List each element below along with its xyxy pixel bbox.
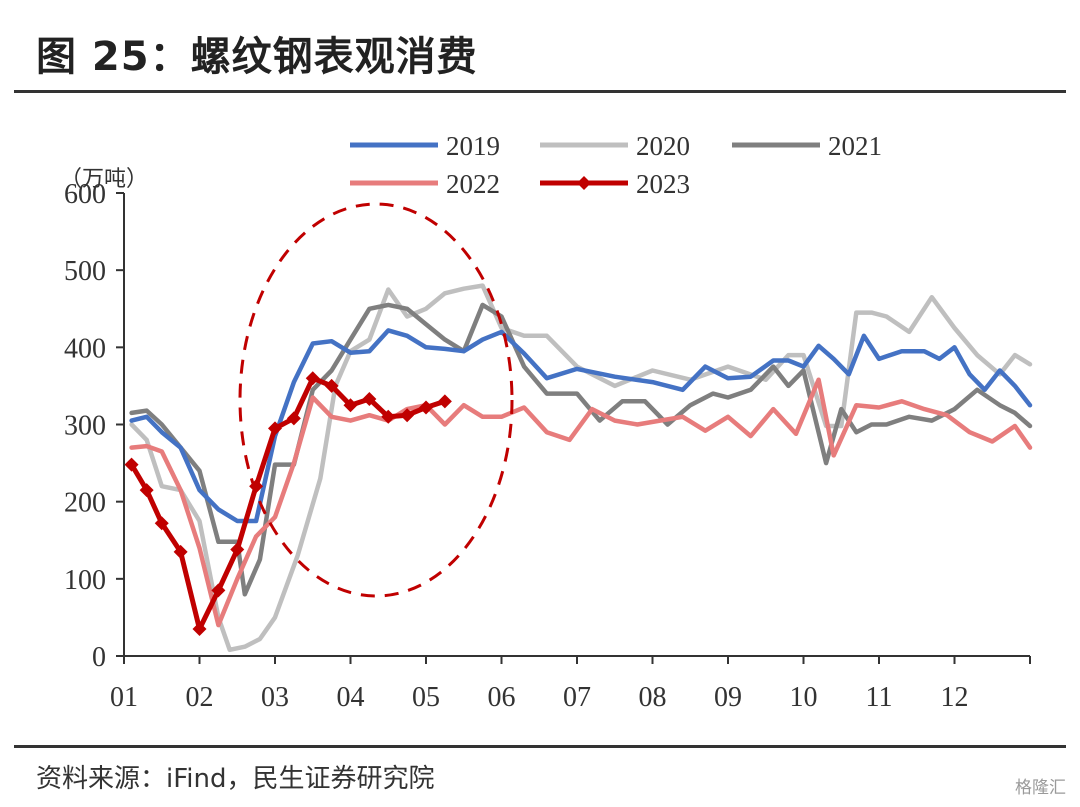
- y-axis-label: （万吨）: [60, 167, 148, 192]
- series-marker-2023: [211, 583, 226, 598]
- series-marker-2023: [400, 408, 415, 423]
- series-line-2022: [129, 377, 1033, 628]
- series-marker-2023: [154, 516, 169, 531]
- series-marker-2023: [268, 421, 282, 436]
- series-marker-2023: [419, 400, 433, 415]
- y-tick-label: 0: [92, 642, 106, 673]
- x-tick-label: 11: [866, 682, 893, 713]
- series-marker-2023: [124, 457, 139, 472]
- legend-label-2023: 2023: [636, 169, 690, 199]
- series-marker-2023: [343, 398, 358, 413]
- series-layer: [124, 283, 1033, 653]
- y-tick-label: 500: [64, 256, 106, 287]
- x-tick-label: 07: [563, 682, 591, 713]
- highlight-ellipse: [238, 202, 514, 598]
- series-line-2021: [129, 302, 1033, 597]
- x-tick-label: 06: [488, 682, 516, 713]
- series-marker-2023: [173, 544, 188, 559]
- x-tick-label: 09: [714, 682, 742, 713]
- x-tick-label: 12: [941, 682, 969, 713]
- x-tick-label: 05: [412, 682, 440, 713]
- legend-label-2020: 2020: [636, 131, 690, 161]
- x-tick-label: 03: [261, 682, 289, 713]
- y-tick-label: 100: [64, 565, 106, 596]
- legend-label-2021: 2021: [828, 131, 882, 161]
- watermark: 格隆汇: [1015, 778, 1066, 798]
- legend-marker-2023: [577, 176, 591, 190]
- y-tick-label: 400: [64, 333, 106, 364]
- series-line-2020: [129, 283, 1033, 653]
- x-tick-label: 04: [337, 682, 365, 713]
- series-marker-2023: [362, 392, 377, 407]
- x-tick-label: 02: [186, 682, 214, 713]
- y-tick-label: 600: [64, 179, 106, 210]
- footer-divider: [14, 745, 1066, 748]
- y-tick-label: 300: [64, 411, 106, 442]
- series-marker-2023: [305, 371, 320, 386]
- x-tick-label: 08: [639, 682, 667, 713]
- series-marker-2023: [381, 409, 396, 424]
- series-marker-2023: [230, 542, 245, 557]
- series-line-2019: [129, 328, 1033, 524]
- source-note: 资料来源：iFind，民生证券研究院: [36, 764, 435, 794]
- series-marker-2023: [437, 394, 452, 409]
- title-divider: [14, 90, 1066, 93]
- series-marker-2023: [139, 483, 154, 498]
- legend: 2019 2020 2021 2022 2023: [350, 131, 882, 199]
- axes: 0 100 200 300 400 500 600 01 02 03 04 05 06 07 08 09 10 1…: [64, 179, 1031, 713]
- x-tick-label: 10: [790, 682, 818, 713]
- series-line-2023: [129, 375, 448, 632]
- series-marker-2023: [192, 621, 207, 636]
- series-marker-2023: [324, 378, 339, 393]
- x-tick-label: 01: [110, 682, 138, 713]
- legend-label-2019: 2019: [446, 131, 500, 161]
- legend-label-2022: 2022: [446, 169, 500, 199]
- series-marker-2023: [286, 411, 301, 426]
- y-tick-label: 200: [64, 488, 106, 519]
- figure-title: 图 25：螺纹钢表观消费: [36, 34, 478, 80]
